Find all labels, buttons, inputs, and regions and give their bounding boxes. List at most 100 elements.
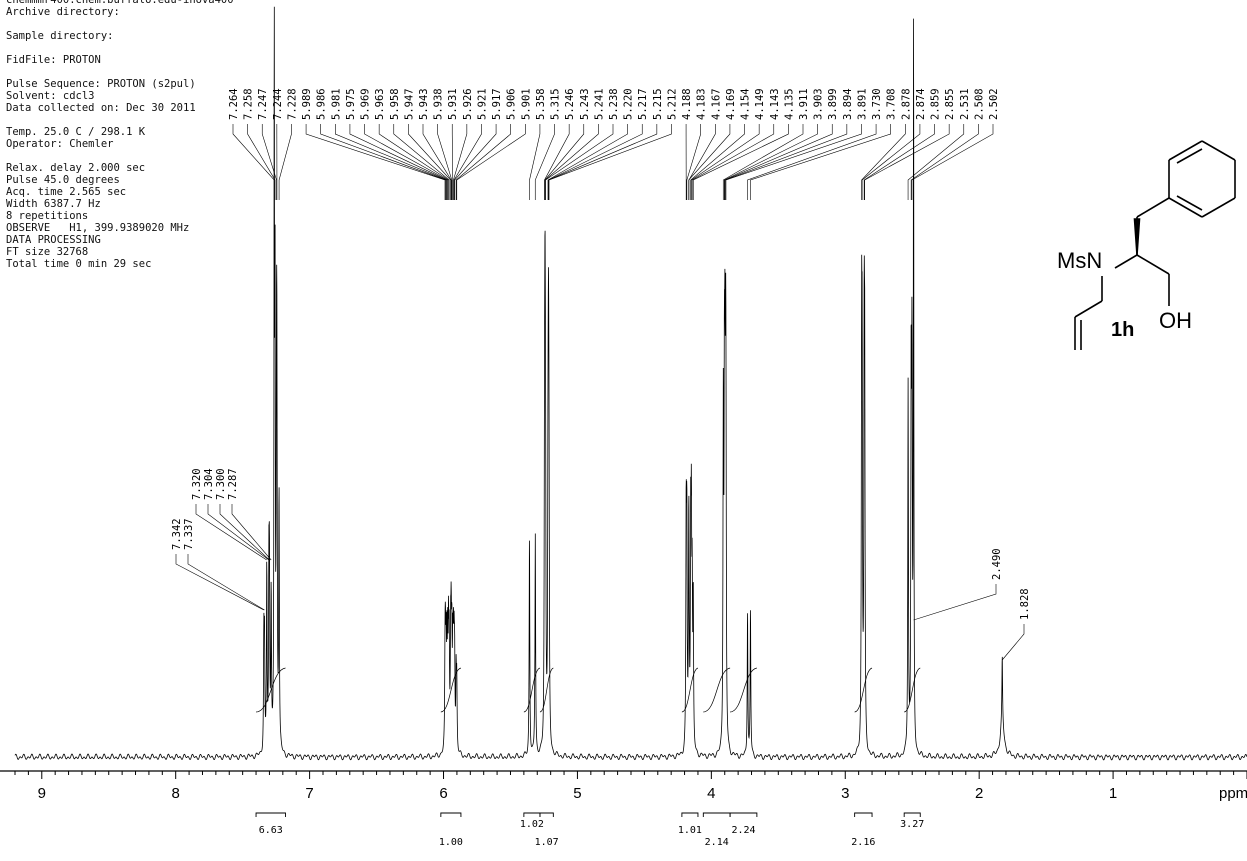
peak-leader (320, 124, 446, 200)
peak-leader (534, 124, 555, 200)
wedge-bond (1133, 218, 1141, 256)
integral-curve (539, 667, 554, 713)
peak-leader (335, 124, 447, 200)
peak-leader-lines (175, 124, 1025, 661)
peak-label: 5.243 (579, 88, 591, 120)
acquisition-parameters: chemmmr400.chem.buffalo.edu-inova400 Arch… (6, 0, 234, 270)
peak-label: 5.246 (564, 88, 576, 120)
peak-label: 5.975 (345, 88, 357, 120)
peak-leader (548, 124, 658, 200)
peak-leader (422, 124, 452, 200)
peak-label: 4.143 (769, 88, 781, 120)
peak-label: 4.188 (681, 88, 693, 120)
peak-leader (454, 124, 497, 200)
peak-label: 2.502 (988, 88, 1000, 120)
tick-label: 8 (172, 785, 180, 802)
compound-label: 1h (1111, 319, 1134, 341)
ring-double-bond (1176, 148, 1203, 164)
tick-label: 1 (1109, 785, 1117, 802)
peak-label: 5.906 (506, 88, 518, 120)
peak-leader (232, 124, 275, 200)
integral-curve (703, 667, 731, 713)
peak-label: 2.490 (991, 548, 1003, 580)
peak-leader (692, 124, 789, 200)
peak-leader (187, 554, 265, 611)
peak-label: 3.899 (827, 88, 839, 120)
peak-leader (907, 124, 965, 200)
parameter-line: 8 repetitions (6, 210, 89, 222)
peak-label: 5.926 (462, 88, 474, 120)
peak-label: 4.183 (696, 88, 708, 120)
peak-leader (724, 124, 818, 200)
peak-leader (1001, 624, 1025, 661)
parameter-line: Pulse Sequence: PROTON (s2pul) (6, 78, 196, 90)
peak-leader (393, 124, 450, 200)
ring-double-bond (1176, 195, 1203, 211)
integral-value: 2.16 (851, 837, 875, 848)
molecule-structure: MsN OH 1h (1057, 140, 1236, 350)
integral-value: 6.63 (259, 825, 283, 836)
peak-label: 5.986 (316, 88, 328, 120)
peak-label: 2.878 (900, 88, 912, 120)
integral-value: 1.07 (535, 837, 559, 848)
peak-leader (750, 124, 891, 200)
parameter-line: DATA PROCESSING (6, 234, 101, 246)
peak-leader (247, 124, 276, 200)
parameter-line: chemmmr400.chem.buffalo.edu-inova400 (6, 0, 234, 6)
peak-labels: 7.264 7.258 7.247 7.244 7.228 5.989 5.986 5.981… (171, 88, 1031, 620)
integral-bracket (539, 812, 554, 817)
integral-bracket (729, 812, 758, 817)
peak-leader (437, 124, 453, 200)
peak-leader (691, 124, 775, 200)
peak-label: 2.508 (973, 88, 985, 120)
integral-bracket (523, 812, 541, 817)
peak-label: 5.220 (623, 88, 635, 120)
parameter-line: Data collected on: Dec 30 2011 (6, 102, 196, 114)
peak-label: 5.241 (593, 88, 605, 120)
integral-curves (255, 667, 921, 713)
ring-bond (1168, 140, 1203, 161)
peak-leader (910, 124, 979, 200)
peak-leader (725, 124, 862, 200)
tick-label: 4 (707, 785, 715, 802)
peak-label: 5.969 (360, 88, 372, 120)
peak-label: 2.859 (930, 88, 942, 120)
peak-label: 7.247 (257, 88, 269, 120)
peak-leader (349, 124, 448, 200)
peak-label: 7.337 (183, 518, 195, 550)
peak-leader (456, 124, 526, 200)
peak-label: 3.891 (856, 88, 868, 120)
spectrum-line (14, 6, 1247, 761)
msn-label: MsN (1057, 248, 1102, 273)
peak-label: 7.258 (243, 88, 255, 120)
peak-label: 7.287 (227, 468, 239, 500)
peak-label: 1.828 (1019, 588, 1031, 620)
peak-leader (544, 124, 585, 200)
oh-label: OH (1159, 308, 1192, 333)
parameter-line: OBSERVE H1, 399.9389020 MHz (6, 222, 190, 234)
peak-label: 5.358 (535, 88, 547, 120)
peak-label: 7.342 (171, 518, 183, 550)
c-n-bond (1114, 254, 1138, 269)
peak-label: 5.315 (550, 88, 562, 120)
peak-leader (548, 124, 643, 200)
peak-leader (364, 124, 448, 200)
peak-label: 5.938 (433, 88, 445, 120)
integral-curve (730, 667, 757, 713)
integral-value: 2.24 (731, 825, 755, 836)
parameter-line: Width 6387.7 Hz (6, 198, 101, 210)
parameter-line: Acq. time 2.565 sec (6, 186, 127, 198)
peak-label: 7.228 (286, 88, 298, 120)
peak-label: 5.901 (520, 88, 532, 120)
integral-value: 2.14 (705, 837, 729, 848)
peak-leader (451, 124, 454, 200)
peak-label: 3.903 (813, 88, 825, 120)
peak-leader (724, 124, 833, 200)
x-axis-label: ppm (1219, 785, 1247, 802)
peak-leader (913, 584, 997, 621)
peak-label: 5.989 (301, 88, 313, 120)
peak-leader (686, 124, 701, 200)
peak-leader (690, 124, 745, 200)
c-c-bond (1136, 254, 1170, 275)
